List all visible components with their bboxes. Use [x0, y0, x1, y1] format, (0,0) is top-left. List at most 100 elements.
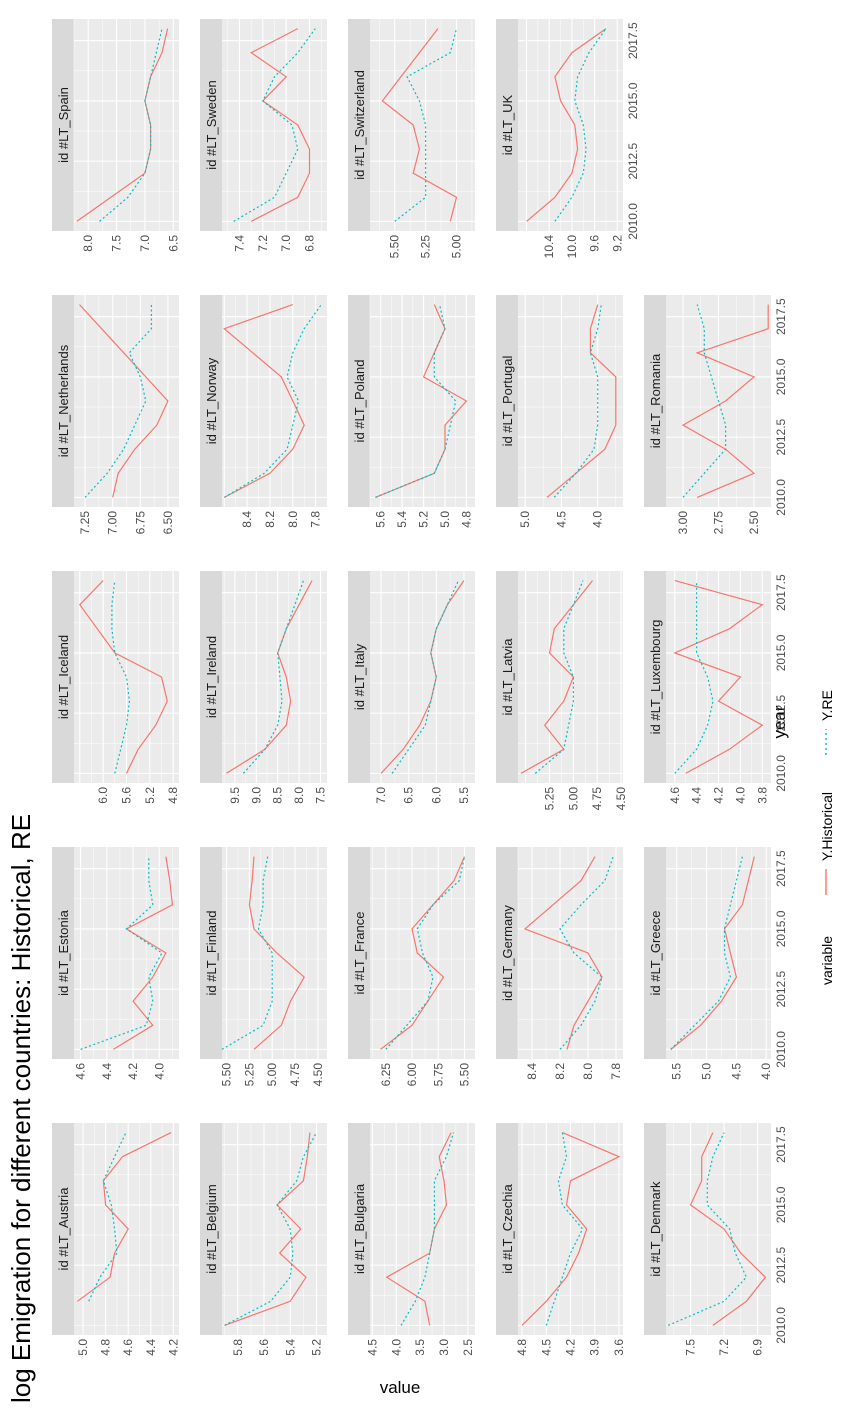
y-tick-label: 5.00	[449, 235, 463, 259]
x-tick-label: 2010.0	[774, 755, 788, 792]
panel-background	[222, 295, 327, 507]
panel-background	[370, 1123, 475, 1335]
series-line-re	[84, 304, 152, 498]
panel-background	[222, 1123, 327, 1335]
panel-strip-label: id #LT_Ireland	[204, 636, 219, 718]
panel-switzerland: id #LT_Switzerland 5.00 5.25 5.50	[348, 19, 475, 258]
series-line-historical	[223, 304, 305, 498]
panel-strip-label: id #LT_Bulgaria	[352, 1183, 367, 1274]
y-tick-label: 4.2	[166, 1339, 180, 1356]
y-tick-label: 6.0	[96, 787, 110, 804]
y-tick-label: 5.50	[458, 1063, 472, 1087]
y-tick-label: 6.00	[405, 1063, 419, 1087]
y-tick-label: 5.6	[374, 511, 388, 528]
panel-bulgaria: id #LT_Bulgaria 2.5 3.0 3.5 4.0 4.5	[348, 1123, 475, 1356]
panel-background	[74, 847, 179, 1059]
series-line-re	[682, 304, 727, 498]
y-tick-label: 4.0	[389, 1339, 403, 1356]
x-tick-label: 2010.0	[774, 479, 788, 516]
panel-strip	[52, 1123, 74, 1335]
legend-title: variable	[819, 936, 835, 985]
y-tick-label: 5.6	[120, 787, 134, 804]
panel-uk: id #LT_UK 9.2 9.6 10.0 10.4 2010.0 2012.5 2015.…	[496, 19, 640, 258]
y-tick-label: 4.4	[690, 787, 704, 804]
y-tick-label: 4.0	[152, 1063, 166, 1080]
y-tick-label: 7.0	[374, 787, 388, 804]
legend-label-historical: Y.Historical	[819, 792, 835, 861]
y-tick-label: 5.2	[417, 511, 431, 528]
y-tick-label: 4.6	[121, 1339, 135, 1356]
y-tick-label: 5.00	[265, 1063, 279, 1087]
series-line-re	[375, 304, 457, 498]
y-tick-label: 2.50	[747, 511, 761, 535]
panel-strip-label: id #LT_Denmark	[648, 1181, 663, 1277]
y-tick-label: 3.6	[612, 1339, 626, 1356]
y-tick-label: 4.50	[614, 787, 628, 811]
y-tick-label: 4.4	[144, 1339, 158, 1356]
panel-strip	[496, 1123, 518, 1335]
panel-strip	[52, 571, 74, 783]
panel-strip-label: id #LT_Greece	[648, 910, 663, 995]
series-line-historical	[526, 28, 607, 222]
y-tick-label: 8.2	[553, 1063, 567, 1080]
y-tick-label: 4.6	[74, 1063, 88, 1080]
series-line-historical	[523, 856, 603, 1050]
panel-background	[666, 1123, 771, 1335]
series-line-historical	[225, 580, 313, 774]
panel-norway: id #LT_Norway 7.8 8.0 8.2 8.4	[200, 295, 327, 528]
panel-strip-label: id #LT_Czechia	[500, 1184, 515, 1274]
panel-strip	[496, 295, 518, 507]
panel-strip	[644, 847, 666, 1059]
panel-strip	[200, 19, 222, 231]
x-tick-label: 2012.5	[774, 694, 788, 731]
x-tick-label: 2017.5	[774, 1126, 788, 1163]
panel-strip-label: id #LT_Portugal	[500, 355, 515, 446]
y-tick-label: 4.0	[733, 787, 747, 804]
y-tick-label: 7.2	[717, 1339, 731, 1356]
y-tick-label: 8.4	[525, 1063, 539, 1080]
panel-strip	[644, 571, 666, 783]
series-line-historical	[380, 580, 465, 774]
panel-background	[74, 1123, 179, 1335]
panel-strip	[644, 295, 666, 507]
panel-belgium: id #LT_Belgium 5.2 5.4 5.6 5.8	[200, 1123, 327, 1356]
panel-background	[518, 19, 623, 231]
y-tick-label: 4.5	[539, 1339, 553, 1356]
series-line-historical	[689, 1132, 767, 1326]
panel-romania: id #LT_Romania 2.50 2.75 3.00 2010.0 2012.5 20…	[644, 295, 788, 534]
panel-background	[222, 847, 327, 1059]
panel-strip	[200, 295, 222, 507]
y-tick-label: 6.25	[379, 1063, 393, 1087]
y-tick-label: 5.0	[438, 511, 452, 528]
panel-ireland: id #LT_Ireland 7.5 8.0 8.5 9.0 9.5	[200, 571, 328, 804]
y-tick-label: 5.25	[419, 235, 433, 259]
y-tick-label: 7.5	[314, 787, 328, 804]
panel-portugal: id #LT_Portugal 4.0 4.5 5.0	[496, 295, 623, 528]
y-axis-title: value	[380, 1378, 421, 1397]
y-tick-label: 5.50	[388, 235, 402, 259]
y-tick-label: 8.2	[263, 511, 277, 528]
y-tick-label: 4.0	[759, 1063, 773, 1080]
series-line-re	[88, 1132, 127, 1302]
y-tick-label: 4.0	[591, 511, 605, 528]
y-tick-label: 5.4	[395, 511, 409, 528]
y-tick-label: 4.50	[311, 1063, 325, 1087]
series-line-re	[221, 856, 273, 1050]
series-line-historical	[250, 28, 311, 222]
y-tick-label: 5.8	[231, 1339, 245, 1356]
series-line-re	[80, 856, 163, 1050]
x-tick-label: 2017.5	[626, 22, 640, 59]
panel-strip	[496, 571, 518, 783]
y-tick-label: 5.0	[76, 1339, 90, 1356]
series-line-historical	[77, 1132, 172, 1302]
panel-strip-label: id #LT_UK	[500, 94, 515, 155]
series-line-re	[534, 580, 584, 774]
panel-strip-label: id #LT_Germany	[500, 905, 515, 1001]
panel-strip-label: id #LT_Austria	[56, 1187, 71, 1271]
y-tick-label: 6.50	[161, 511, 175, 535]
y-tick-label: 4.75	[590, 787, 604, 811]
y-tick-label: 5.2	[310, 1339, 324, 1356]
panel-estonia: id #LT_Estonia 4.0 4.2 4.4 4.6	[52, 847, 179, 1080]
y-tick-label: 5.25	[242, 1063, 256, 1087]
